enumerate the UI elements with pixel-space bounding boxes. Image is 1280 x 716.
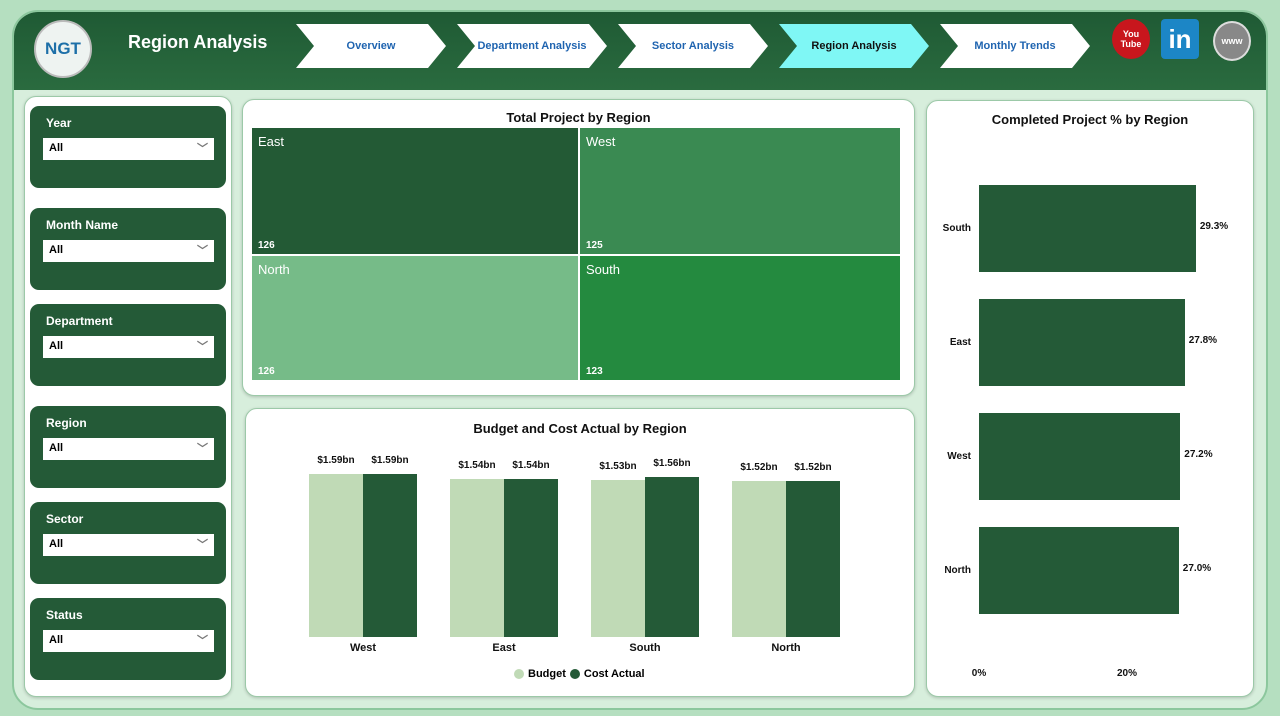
chevron-down-icon: ﹀ xyxy=(197,443,208,455)
treemap-label: East xyxy=(258,134,285,149)
bar-data-label: $1.52bn xyxy=(740,462,778,474)
filter-year: Year All ﹀ xyxy=(30,106,226,188)
chevron-down-icon: ﹀ xyxy=(197,245,208,257)
chart-title: Total Project by Region xyxy=(506,110,651,125)
bar-completed-west[interactable] xyxy=(979,413,1181,500)
filter-label: Sector xyxy=(46,512,84,526)
treemap-cell-north[interactable]: North 126 xyxy=(252,256,578,380)
bar-data-label: $1.52bn xyxy=(794,462,832,474)
filter-department: Department All ﹀ xyxy=(30,304,226,386)
treemap-label: North xyxy=(258,262,290,277)
chevron-down-icon: ﹀ xyxy=(197,341,208,353)
treemap-value: 123 xyxy=(586,366,603,377)
bar-completed-north[interactable] xyxy=(979,527,1179,614)
chevron-down-icon: ﹀ xyxy=(197,539,208,551)
header: NGT Region Analysis Overview Department A… xyxy=(14,12,1266,90)
legend-swatch-cost xyxy=(569,669,580,679)
filter-dropdown[interactable]: All ﹀ xyxy=(43,138,214,160)
filter-value: All xyxy=(49,244,64,256)
filter-month-name: Month Name All ﹀ xyxy=(30,208,226,290)
bar-budget-west[interactable] xyxy=(309,474,363,637)
legend-label: Budget xyxy=(528,668,566,680)
y-tick-label: West xyxy=(947,451,971,462)
treemap-cell-west[interactable]: West 125 xyxy=(580,128,900,254)
x-tick-label: East xyxy=(492,642,516,654)
y-tick-label: South xyxy=(942,223,971,234)
bar-budget-south[interactable] xyxy=(591,480,645,637)
treemap-cell-south[interactable]: South 123 xyxy=(580,256,900,380)
tab-sector-analysis[interactable]: Sector Analysis xyxy=(618,24,768,68)
x-tick-label: 0% xyxy=(971,668,987,679)
filter-sector: Sector All ﹀ xyxy=(30,502,226,584)
filter-dropdown[interactable]: All ﹀ xyxy=(43,336,214,358)
linkedin-icon[interactable]: in xyxy=(1161,19,1199,59)
filter-label: Region xyxy=(46,416,87,430)
bar-cost-actual-west[interactable] xyxy=(363,474,417,637)
bar-completed-east[interactable] xyxy=(979,299,1185,386)
bar-data-label: $1.56bn xyxy=(653,458,691,470)
bar-cost-actual-north[interactable] xyxy=(786,481,840,637)
filter-panel: Year All ﹀ Month Name All ﹀ Department All ﹀ Regi… xyxy=(24,96,232,697)
filter-value: All xyxy=(49,142,64,154)
y-tick-label: East xyxy=(949,337,971,348)
filter-dropdown[interactable]: All ﹀ xyxy=(43,630,214,652)
globe-icon[interactable]: www xyxy=(1213,21,1251,61)
bar-data-label: 29.3% xyxy=(1199,221,1229,232)
x-tick-label: South xyxy=(629,642,661,654)
filter-value: All xyxy=(49,340,64,352)
chevron-down-icon: ﹀ xyxy=(197,143,208,155)
tab-overview[interactable]: Overview xyxy=(296,24,446,68)
logo[interactable]: NGT xyxy=(34,20,92,78)
filter-dropdown[interactable]: All ﹀ xyxy=(43,438,214,460)
bar-data-label: $1.59bn xyxy=(317,455,355,466)
chart-title: Budget and Cost Actual by Region xyxy=(473,421,687,436)
treemap-value: 126 xyxy=(258,366,275,377)
treemap-label: West xyxy=(586,134,616,149)
budget-chart-card: Budget and Cost Actual by Region $1.59bn… xyxy=(245,408,915,697)
bar-data-label: 27.2% xyxy=(1184,449,1213,460)
bar-budget-east[interactable] xyxy=(450,479,504,637)
legend: Budget Cost Actual xyxy=(514,668,645,680)
chevron-down-icon: ﹀ xyxy=(197,635,208,647)
legend-swatch-budget xyxy=(514,669,524,679)
filter-label: Department xyxy=(46,314,113,328)
filter-region: Region All ﹀ xyxy=(30,406,226,488)
legend-label: Cost Actual xyxy=(583,668,645,680)
filter-dropdown[interactable]: All ﹀ xyxy=(43,534,214,556)
filter-status: Status All ﹀ xyxy=(30,598,226,680)
bar-data-label: $1.53bn xyxy=(599,461,637,473)
tab-region-analysis[interactable]: Region Analysis xyxy=(779,24,929,68)
treemap-cell-east[interactable]: East 126 xyxy=(252,128,578,254)
bar-data-label: 27.0% xyxy=(1182,563,1212,574)
bar-cost-actual-south[interactable] xyxy=(645,477,699,637)
bar-cost-actual-east[interactable] xyxy=(504,479,558,637)
bar-data-label: $1.54bn xyxy=(512,460,550,472)
bar-data-label: $1.59bn xyxy=(371,455,409,466)
tab-department-analysis[interactable]: Department Analysis xyxy=(457,24,607,68)
filter-value: All xyxy=(49,538,64,550)
filter-label: Month Name xyxy=(46,218,118,232)
filter-value: All xyxy=(49,634,64,646)
treemap-label: South xyxy=(586,262,620,277)
bar-data-label: 27.8% xyxy=(1188,335,1218,346)
youtube-icon[interactable]: You Tube xyxy=(1112,19,1150,59)
page-title: Region Analysis xyxy=(128,32,268,52)
treemap-value: 125 xyxy=(586,240,603,251)
bar-data-label: $1.54bn xyxy=(458,460,496,472)
x-tick-label: North xyxy=(771,642,801,654)
y-tick-label: North xyxy=(944,565,971,576)
filter-label: Status xyxy=(46,608,83,622)
filter-label: Year xyxy=(46,116,72,130)
treemap-card: Total Project by Region East 126 West 125 No… xyxy=(242,99,915,396)
completed-chart-card: Completed Project % by Region South 29.3%… xyxy=(926,100,1254,697)
bar-budget-north[interactable] xyxy=(732,481,786,637)
x-tick-label: West xyxy=(349,642,377,654)
chart-title: Completed Project % by Region xyxy=(991,112,1189,127)
bar-completed-south[interactable] xyxy=(979,185,1196,272)
x-tick-label: 20% xyxy=(1117,668,1138,679)
filter-value: All xyxy=(49,442,64,454)
filter-dropdown[interactable]: All ﹀ xyxy=(43,240,214,262)
tab-monthly-trends[interactable]: Monthly Trends xyxy=(940,24,1090,68)
treemap-value: 126 xyxy=(258,240,275,251)
